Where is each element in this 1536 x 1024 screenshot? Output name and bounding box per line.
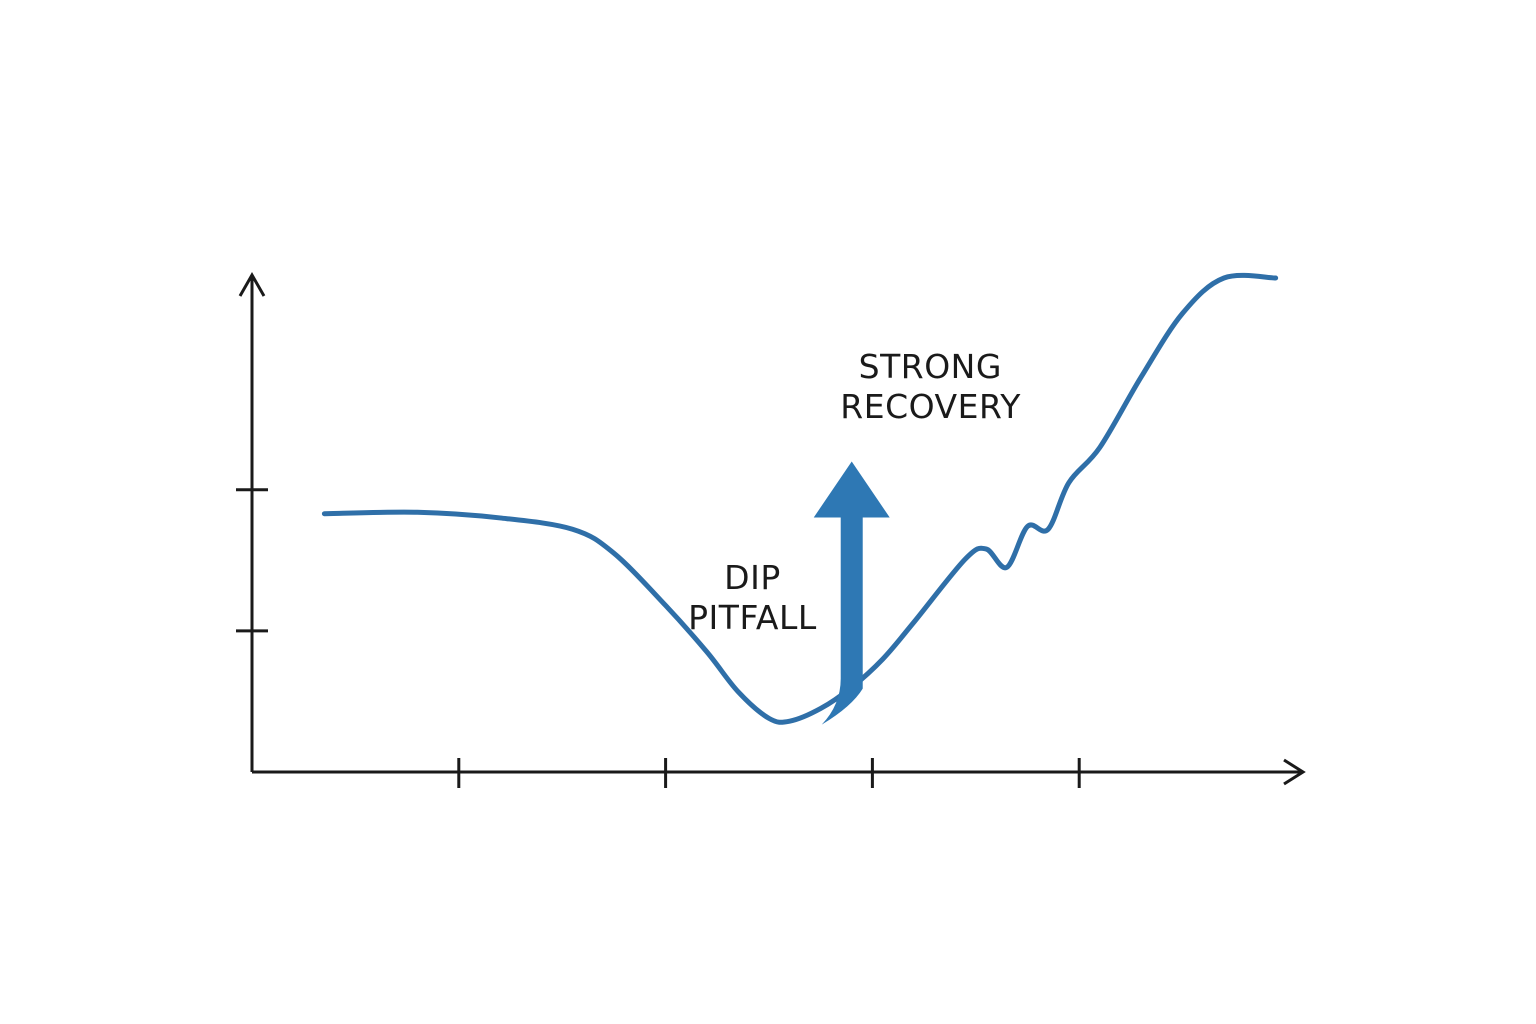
annotation-line: PITFALL [688, 598, 817, 638]
chart-ticks [236, 488, 1081, 788]
annotation-line: DIP [724, 558, 781, 598]
x-axis-arrowhead [1283, 758, 1306, 786]
series-line [321, 272, 1279, 725]
chart-axes [238, 271, 1306, 786]
annotation-line: RECOVERY [840, 386, 1021, 426]
annotation-line: STRONG [858, 346, 1002, 386]
y-axis-arrowhead [238, 271, 266, 297]
annotation-strong-recovery: STRONG RECOVERY [840, 347, 1020, 427]
recovery-arrow [813, 461, 890, 725]
chart-marks [321, 272, 1279, 725]
annotation-dip-pitfall: DIP PITFALL [662, 558, 842, 638]
